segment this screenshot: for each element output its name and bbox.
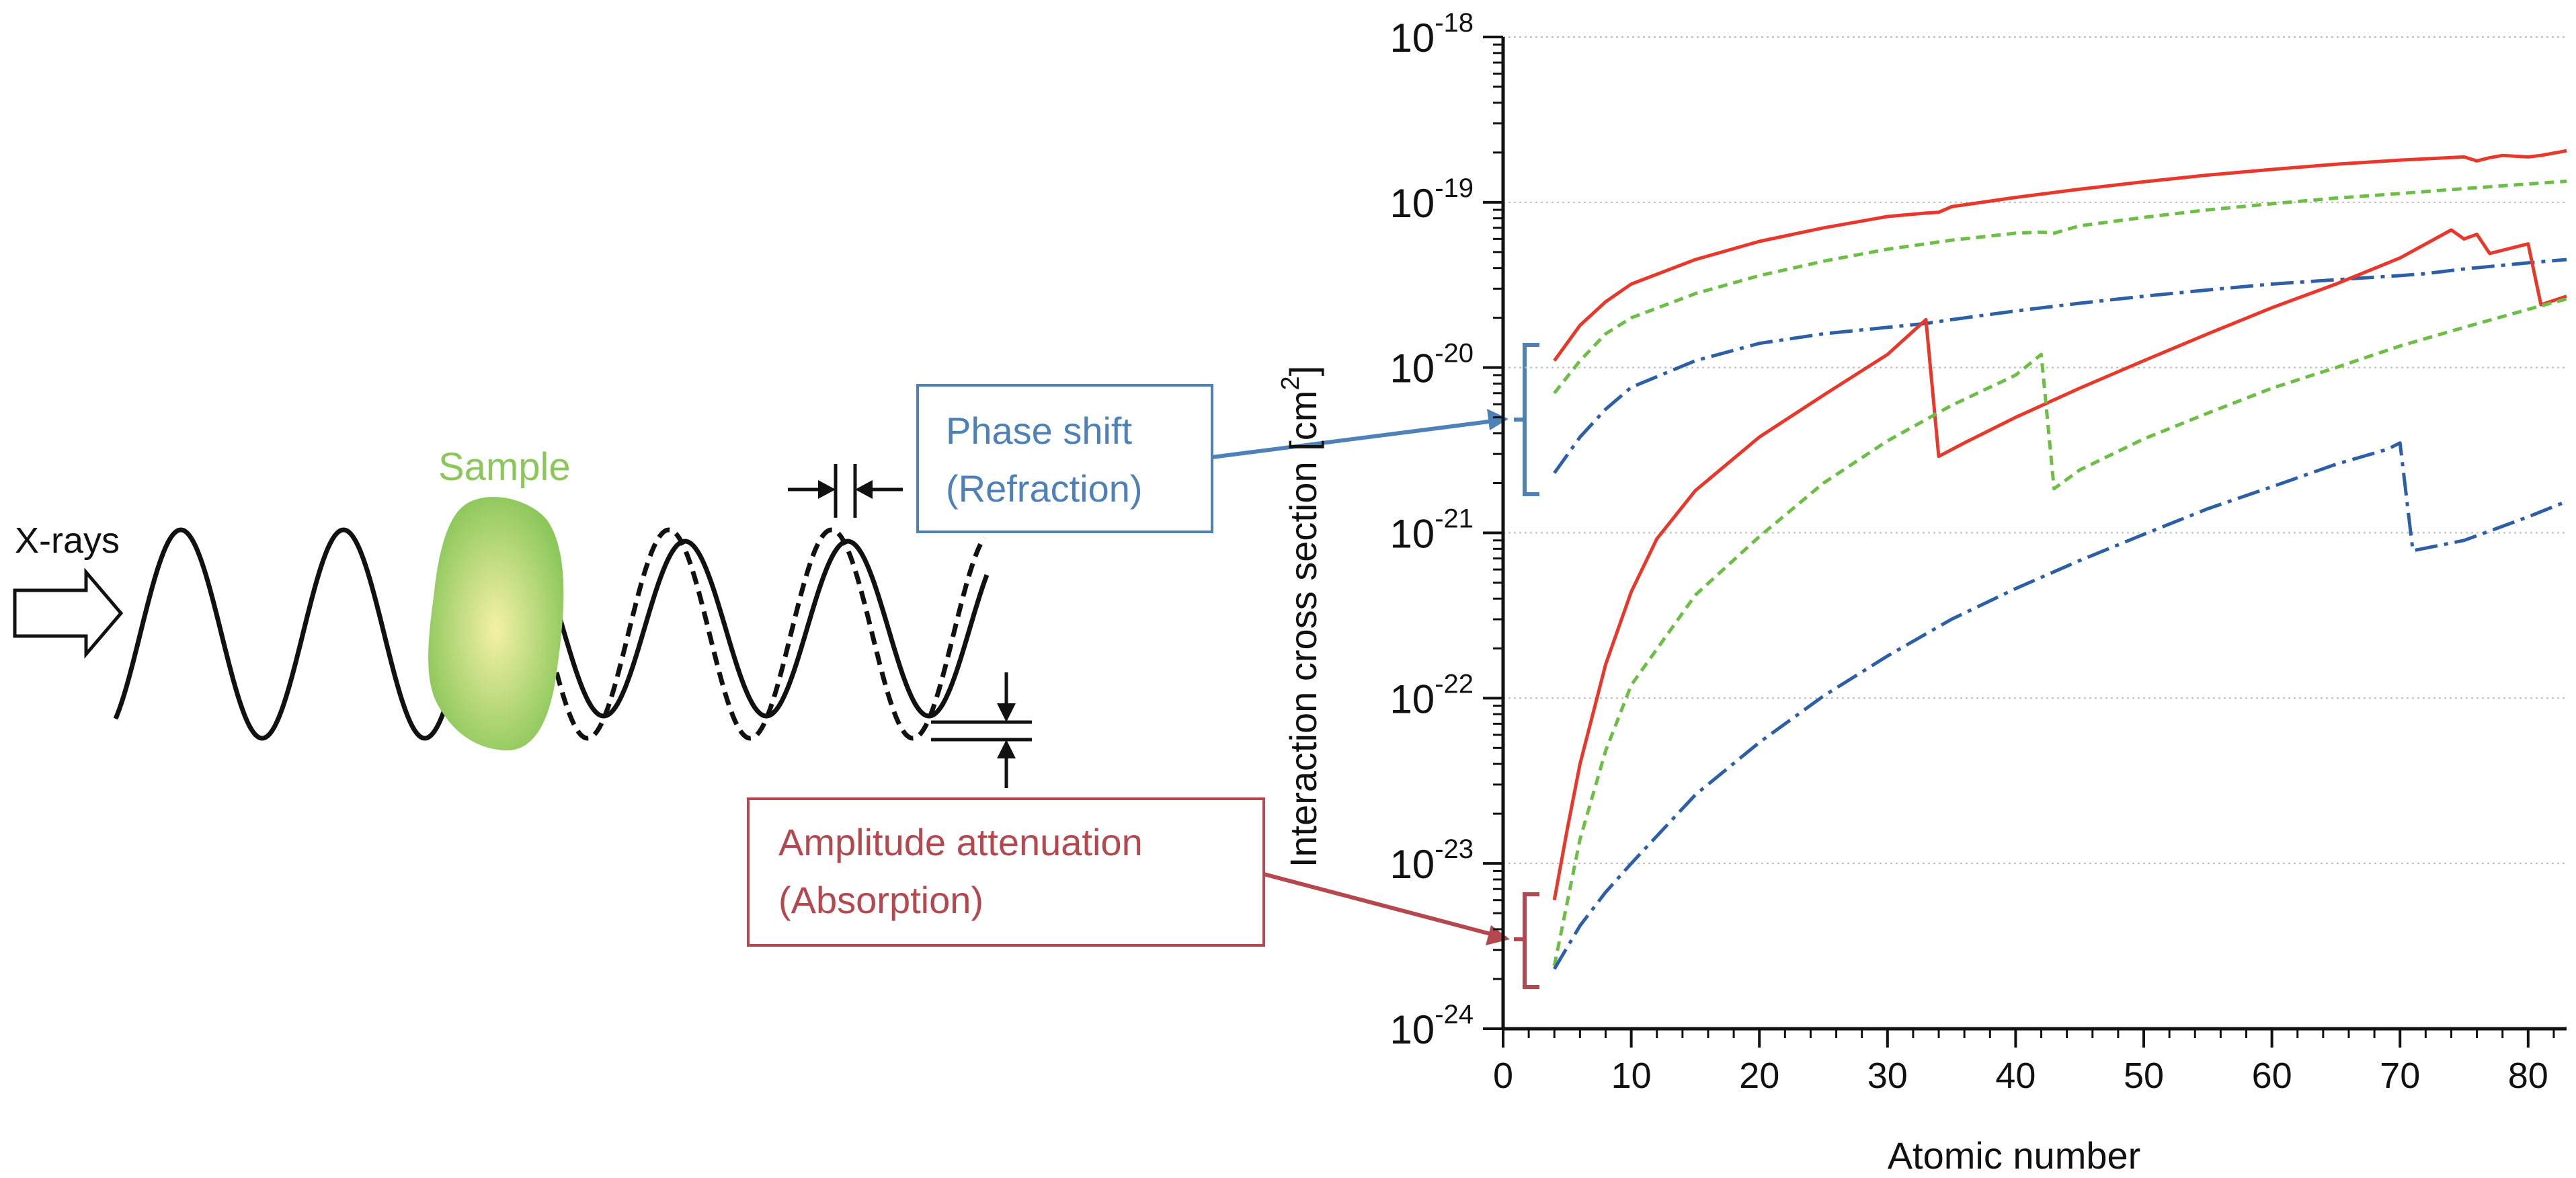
series-line-absorption-blue (1553, 441, 2567, 970)
amplitude-subtitle: (Absorption) (778, 879, 983, 921)
y-axis-label-end: ] (1282, 366, 1324, 377)
x-tick-label: 80 (2508, 1056, 2548, 1096)
x-tick-label: 40 (1995, 1056, 2036, 1096)
sample-blob (428, 497, 564, 751)
series-line-absorption-green (1552, 297, 2567, 966)
x-tick-label: 20 (1739, 1056, 1779, 1096)
series-line-absorption-red (1552, 228, 2567, 901)
sample-label: Sample (438, 445, 571, 489)
y-axis-label-main: Interaction cross section [cm (1282, 391, 1324, 868)
x-tick-label: 30 (1867, 1056, 1908, 1096)
chart: 10-18 10-19 10-20 10-21 10-22 10-23 10-24 0 10 20… (1277, 8, 2567, 1177)
phase-arrowhead (1487, 409, 1508, 430)
y-tick-label: 10-24 (1390, 1000, 1474, 1052)
y-axis-label: Interaction cross section [cm2] (1277, 366, 1324, 867)
y-tick-label: 10-23 (1390, 834, 1474, 887)
y-tick-label: 10-21 (1390, 504, 1474, 557)
phase-shift-title: Phase shift (946, 409, 1132, 452)
x-tick-label: 50 (2124, 1056, 2164, 1096)
y-axis-label-sup: 2 (1277, 376, 1305, 390)
x-tick-label: 0 (1493, 1056, 1513, 1096)
x-tick-label: 70 (2380, 1056, 2420, 1096)
phase-shift-subtitle: (Refraction) (946, 467, 1143, 510)
x-axis-label: Atomic number (1888, 1134, 2141, 1177)
x-tick-label: 10 (1611, 1056, 1652, 1096)
phase-shift-box: Phase shift (Refraction) (916, 384, 1213, 533)
y-tick-label: 10-18 (1390, 8, 1474, 61)
series-line-phase-blue (1553, 258, 2567, 475)
reference-wave (554, 527, 986, 741)
y-tick-label: 10-19 (1390, 173, 1474, 226)
chart-series (1552, 149, 2567, 970)
amp-bracket (1514, 892, 1539, 989)
y-tick-label: 10-22 (1390, 669, 1474, 721)
amplitude-marker (931, 672, 1032, 788)
chart-ticks: 10-18 10-19 10-20 10-21 10-22 10-23 10-24 0 10 20… (1390, 8, 2555, 1096)
x-tick-label: 60 (2252, 1056, 2292, 1096)
phase-shift-marker (788, 464, 903, 518)
xray-arrow-icon (13, 567, 124, 659)
amplitude-title: Amplitude attenuation (778, 821, 1143, 863)
y-tick-label: 10-20 (1390, 339, 1474, 391)
series-line-phase-green (1553, 180, 2567, 395)
xrays-label: X-rays (15, 520, 120, 561)
schematic: X-rays Sample Phase shif (13, 343, 1539, 989)
phase-bracket (1514, 343, 1539, 496)
series-line-phase-red (1553, 149, 2567, 362)
amp-connector-arrow (1263, 872, 1506, 940)
amplitude-box: Amplitude attenuation (Absorption) (747, 797, 1265, 947)
phase-connector-arrow (1211, 418, 1505, 459)
